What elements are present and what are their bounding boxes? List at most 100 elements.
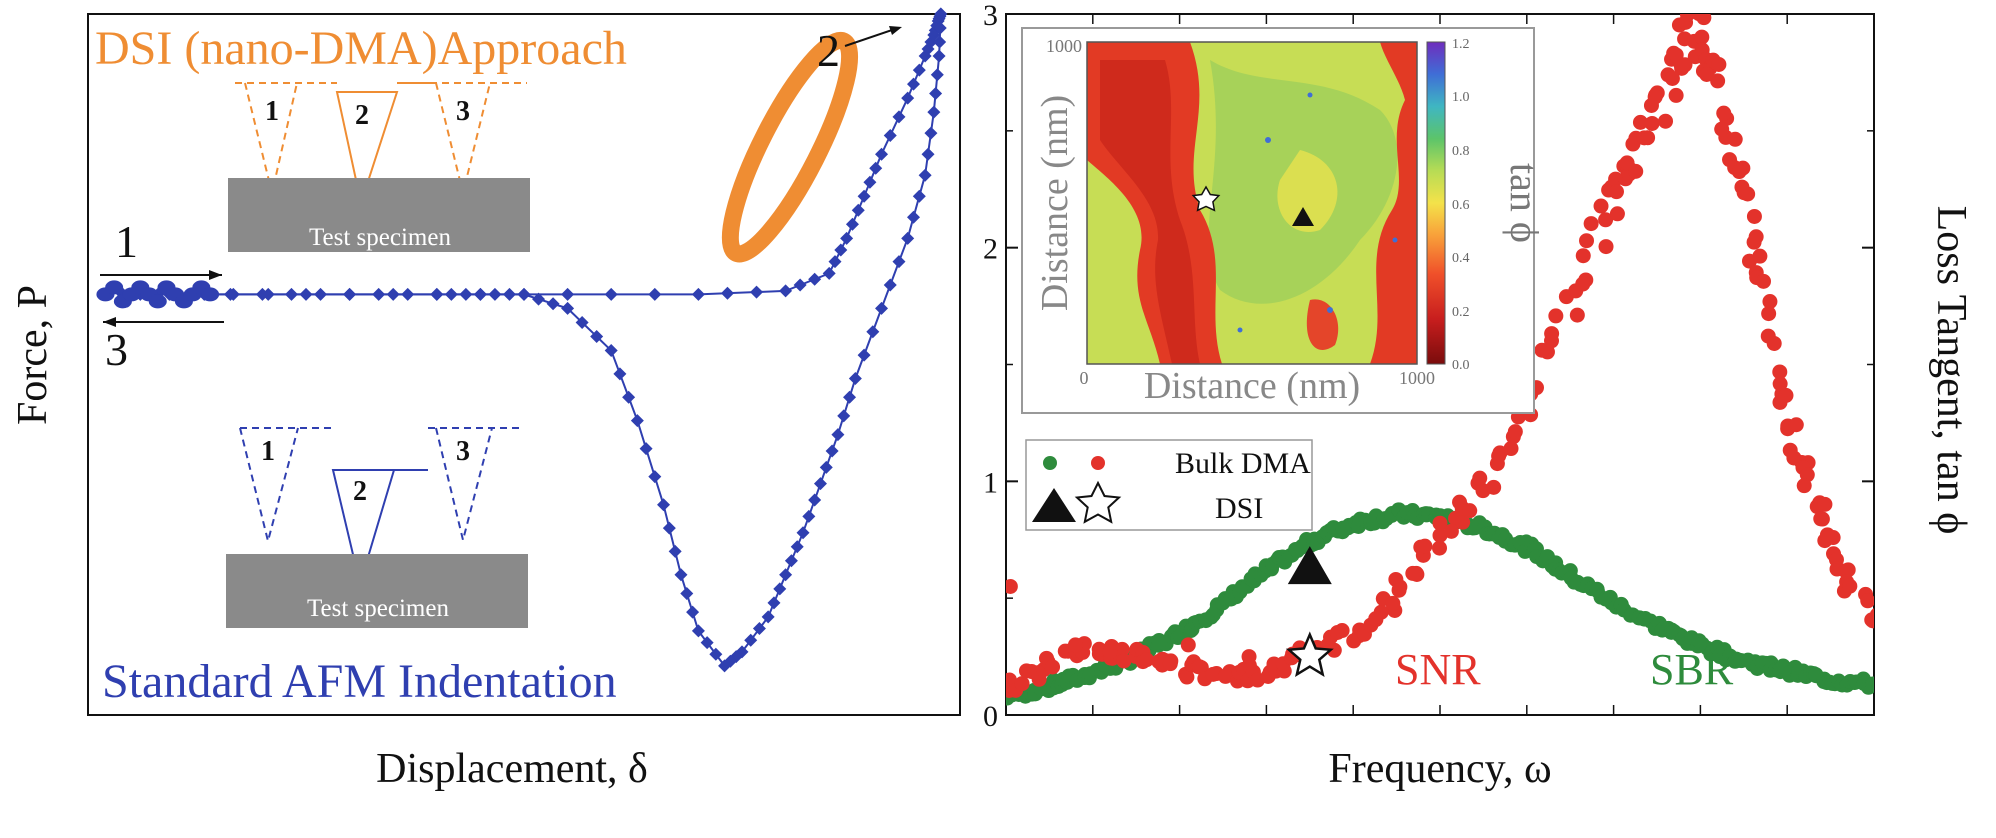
afm-marker-retract-11 (906, 210, 920, 224)
afm-marker-retract-48 (657, 498, 671, 512)
snr-point-237 (1819, 527, 1835, 543)
right-data-layer (1006, 14, 1874, 706)
afm-marker-retract-45 (674, 568, 688, 582)
snr-point-161 (1647, 89, 1663, 105)
heatmap-blue-speck-3 (1237, 327, 1243, 333)
afm-tip-1-label: 1 (261, 436, 275, 467)
snr-point-160 (1644, 115, 1660, 131)
afm-marker-retract-57 (561, 301, 575, 315)
afm-marker-retract-62 (488, 287, 502, 301)
snr-point-210 (1755, 273, 1771, 289)
snr-point-110 (1472, 470, 1488, 486)
snr-point-250 (1864, 612, 1874, 628)
afm-marker-retract-23 (819, 460, 833, 474)
afm-marker-retract-28 (790, 540, 804, 554)
snr-point-173 (1677, 57, 1693, 73)
afm-marker-retract-25 (808, 493, 822, 507)
left-data-layer (96, 7, 948, 673)
afm-marker-retract-61 (502, 287, 516, 301)
arrow-label-3: 3 (105, 324, 128, 375)
afm-marker-retract-65 (444, 287, 458, 301)
afm-marker-approach-33 (901, 91, 915, 105)
afm-marker-retract-16 (866, 325, 880, 339)
afm-marker-approach-23 (834, 243, 848, 257)
snr-point-41 (1179, 669, 1195, 685)
heatmap-blue-speck-5 (1392, 237, 1398, 243)
dsi-tip-2-label: 2 (355, 100, 369, 131)
snr-point-176 (1679, 14, 1695, 22)
snr-point-181 (1691, 14, 1700, 16)
legend-snr-marker (1091, 456, 1105, 470)
legend-sbr-marker (1043, 456, 1057, 470)
afm-marker-retract-59 (532, 292, 546, 306)
afm-marker-retract-4 (930, 68, 944, 82)
snr-point-153 (1628, 163, 1644, 179)
colorbar-tick-1.2: 1.2 (1452, 37, 1470, 52)
snr-point-115 (1503, 441, 1519, 457)
dsi-tip-2 (335, 91, 399, 207)
inset-heatmap-panel: 1.2 1.0 0.8 0.6 0.4 0.2 0.0 tan ϕ 1000 0… (1021, 27, 1547, 414)
snr-point-107 (1462, 503, 1478, 519)
left-x-axis-label: Displacement, δ (376, 746, 648, 792)
snr-point-99 (1432, 540, 1448, 556)
afm-marker-retract-15 (875, 301, 889, 315)
snr-point-195 (1727, 131, 1743, 147)
snr-point-232 (1817, 496, 1833, 512)
afm-marker-retract-29 (784, 554, 798, 568)
y-tick-label-3: 3 (983, 0, 998, 32)
snr-point-155 (1632, 114, 1648, 130)
afm-marker-retract-46 (668, 544, 682, 558)
right-y-ticks: 0 1 2 3 (983, 0, 1874, 733)
afm-marker-approach-28 (863, 175, 877, 189)
afm-marker-retract-66 (430, 287, 444, 301)
snr-point-162 (1658, 113, 1674, 129)
afm-marker-retract-21 (831, 428, 845, 442)
afm-marker-retract-17 (857, 348, 871, 362)
snr-point-190 (1711, 56, 1727, 72)
afm-marker-retract-55 (590, 329, 604, 343)
snr-annotation: SNR (1395, 645, 1481, 694)
colorbar-tick-0.2: 0.2 (1452, 305, 1470, 320)
snr-point-229 (1796, 478, 1812, 494)
afm-marker-approach-31 (883, 129, 897, 143)
snr-point-137 (1598, 239, 1614, 255)
snr-point-192 (1716, 105, 1732, 121)
legend-dsi-label: DSI (1215, 492, 1263, 525)
snr-point-106 (1452, 494, 1468, 510)
afm-marker-approach-34 (906, 77, 920, 91)
afm-marker-approach-19 (793, 278, 807, 292)
afm-marker-approach-24 (840, 231, 854, 245)
snr-point-166 (1668, 87, 1684, 103)
snr-point-136 (1583, 216, 1599, 232)
snr-point-170 (1668, 47, 1684, 63)
snr-point-242 (1840, 562, 1856, 578)
dsi-test-specimen-block (228, 178, 530, 252)
colorbar-tick-1.0: 1.0 (1452, 90, 1470, 105)
snr-point-89 (1385, 595, 1401, 611)
snr-point-6 (1018, 663, 1034, 679)
snr-point-101 (1432, 515, 1448, 531)
snr-point-189 (1710, 73, 1726, 89)
snr-point-202 (1736, 185, 1752, 201)
snr-extra-point-4 (1241, 649, 1257, 665)
afm-tip-3 (435, 427, 493, 541)
afm-marker-approach-32 (892, 110, 906, 124)
snr-point-152 (1625, 136, 1641, 152)
afm-marker-approach-26 (851, 203, 865, 217)
afm-marker-retract-13 (892, 255, 906, 269)
afm-marker-retract-26 (802, 509, 816, 523)
dsi-approach-title: DSI (nano-DMA)Approach (95, 22, 627, 75)
snr-point-211 (1762, 294, 1778, 310)
afm-noise-point-6 (148, 294, 167, 309)
arrow-3-head (103, 317, 116, 327)
legend-frame (1025, 439, 1313, 531)
heatmap-blue-speck-1 (1265, 137, 1271, 143)
snr-point-100 (1432, 527, 1448, 543)
heatmap-triangle-marker (1292, 207, 1314, 226)
y-tick-label-2: 2 (983, 233, 998, 266)
afm-marker-retract-32 (767, 596, 781, 610)
afm-marker-retract-20 (837, 409, 851, 423)
snr-point-131 (1569, 307, 1585, 323)
afm-marker-retract-71 (284, 287, 298, 301)
snr-point-51 (1217, 668, 1233, 684)
